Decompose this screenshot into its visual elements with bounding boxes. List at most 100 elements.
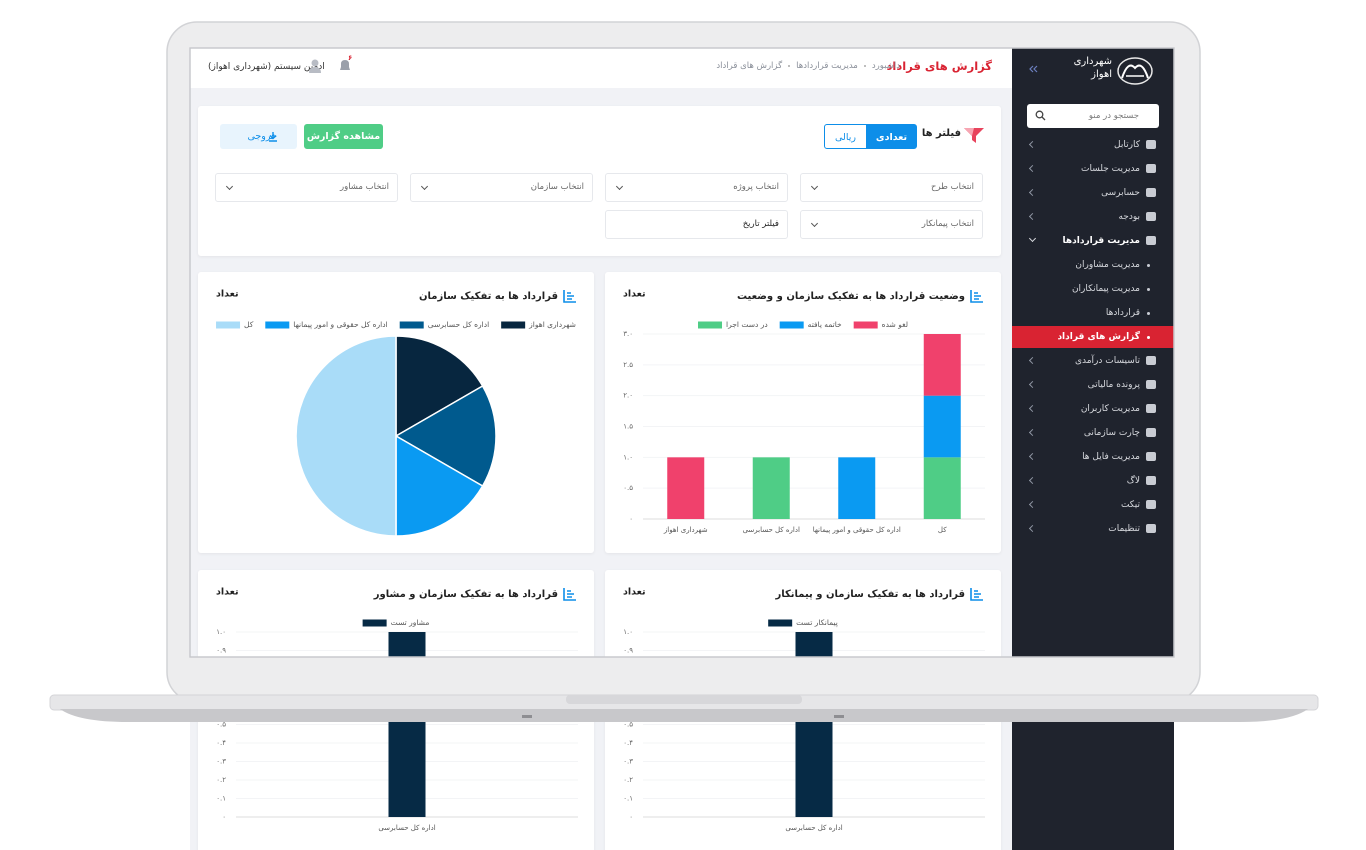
x-tick-label: اداره کل حقوقی و امور پیمانها xyxy=(813,526,901,534)
legend-swatch xyxy=(853,321,878,329)
chart-icon xyxy=(970,290,983,303)
menu-item[interactable]: مدیریت قراردادها xyxy=(1012,230,1174,252)
chart-title: وضعیت قرارداد ها به تفکیک سازمان و وضعیت xyxy=(737,291,965,302)
select-label: انتخاب طرح xyxy=(930,182,974,192)
menu-label: بودجه xyxy=(1118,212,1140,222)
select[interactable]: انتخاب پروژه xyxy=(605,173,788,202)
separator xyxy=(863,65,866,67)
download-icon xyxy=(269,132,277,142)
menu-icon xyxy=(1146,212,1156,221)
chart-icon xyxy=(563,290,576,303)
submenu-item[interactable]: مدیریت مشاوران xyxy=(1012,254,1174,276)
select[interactable]: انتخاب سازمان xyxy=(410,173,593,202)
menu-icon xyxy=(1146,380,1156,389)
menu-label: حسابرسی xyxy=(1101,188,1140,198)
chart-card: وضعیت قرارداد ها به تفکیک سازمان و وضعیت… xyxy=(605,272,1001,553)
menu-item[interactable]: تاسیسات درآمدی xyxy=(1012,350,1174,372)
mode-button[interactable]: تعدادی xyxy=(866,124,917,149)
select[interactable]: انتخاب پیمانکار xyxy=(800,210,983,239)
menu-item[interactable]: کارتابل xyxy=(1012,134,1174,156)
x-tick-label: اداره کل حسابرسی xyxy=(743,526,800,534)
date-filter[interactable]: فیلتر تاریخ xyxy=(605,210,788,239)
select-label: انتخاب مشاور xyxy=(339,182,389,192)
menu-label: مدیریت کاربران xyxy=(1080,404,1140,414)
legend-label: اداره کل حسابرسی xyxy=(428,320,489,329)
menu-item[interactable]: بودجه xyxy=(1012,206,1174,228)
submenu-item[interactable]: قراردادها xyxy=(1012,302,1174,324)
y-tick-label: ۰.۵ xyxy=(623,484,633,492)
brand-name: اهواز xyxy=(1091,69,1112,80)
bar-segment xyxy=(388,632,426,817)
view-report-button[interactable]: مشاهده گزارش xyxy=(304,124,383,149)
legend-swatch xyxy=(399,321,424,329)
legend-label: پیمانکار تست xyxy=(796,618,838,627)
menu-label: چارت سازمانی xyxy=(1083,428,1140,438)
menu-chevron xyxy=(1028,524,1037,533)
top-bar: گزارش های قراداد داشبورد مدیریت قرارداده… xyxy=(190,48,1012,88)
export-button[interactable]: خروجی xyxy=(220,124,297,149)
y-tick-label: ۱.۰ xyxy=(623,453,633,461)
submenu-item[interactable]: گزارش های قراداد xyxy=(1012,326,1174,348)
legend-swatch xyxy=(216,321,241,329)
select-chevron xyxy=(810,182,819,191)
menu-item[interactable]: چارت سازمانی xyxy=(1012,422,1174,444)
legend-swatch xyxy=(698,321,723,329)
menu-item[interactable]: حسابرسی xyxy=(1012,182,1174,204)
submenu-label: مدیریت پیمانکاران xyxy=(1071,284,1140,294)
select-chevron xyxy=(615,182,624,191)
logo xyxy=(1117,57,1153,85)
bar-segment xyxy=(923,334,961,396)
y-tick-label: ۰.۲ xyxy=(216,776,226,784)
y-axis-title: تعداد xyxy=(216,289,239,300)
menu-icon xyxy=(1146,188,1156,197)
submenu-item[interactable]: مدیریت پیمانکاران xyxy=(1012,278,1174,300)
select[interactable]: انتخاب مشاور xyxy=(215,173,398,202)
menu-item[interactable]: تیکت xyxy=(1012,494,1174,516)
menu-item[interactable]: مدیریت کاربران xyxy=(1012,398,1174,420)
menu-label: مدیریت قراردادها xyxy=(1062,236,1141,246)
x-tick-label: اداره کل حسابرسی xyxy=(378,824,435,832)
y-tick-label: ۰ xyxy=(222,813,226,821)
menu-item[interactable]: مدیریت فایل ها xyxy=(1012,446,1174,468)
legend-label: لغو شده xyxy=(882,320,908,329)
select-label: انتخاب پروژه xyxy=(733,182,779,192)
icon-shape xyxy=(563,290,576,303)
y-tick-label: ۰.۹ xyxy=(216,647,226,655)
menu-item[interactable]: لاگ xyxy=(1012,470,1174,492)
chart: قرارداد ها به تفکیک سازمان و پیمانکار تعد… xyxy=(623,587,985,832)
menu-icon xyxy=(1146,140,1156,149)
select[interactable]: انتخاب طرح xyxy=(800,173,983,202)
chart-title: قرارداد ها به تفکیک سازمان xyxy=(419,291,558,302)
y-tick-label: ۰ xyxy=(629,515,633,523)
submenu-label: قراردادها xyxy=(1105,308,1140,318)
menu-item[interactable]: مدیریت جلسات xyxy=(1012,158,1174,180)
menu-label: کارتابل xyxy=(1114,140,1140,150)
menu-search[interactable]: جستجو در منو xyxy=(1027,104,1159,128)
chart-icon xyxy=(563,588,576,601)
chart: وضعیت قرارداد ها به تفکیک سازمان و وضعیت… xyxy=(623,289,985,534)
menu-label: تیکت xyxy=(1120,500,1140,510)
y-tick-label: ۰.۴ xyxy=(216,739,226,747)
menu-icon xyxy=(1146,236,1156,245)
menu-item[interactable]: تنظیمات xyxy=(1012,518,1174,540)
bar-segment xyxy=(838,457,876,519)
legend: شهرداری اهواز اداره کل حسابرسی اداره کل حق… xyxy=(216,320,576,329)
bar-segment xyxy=(667,457,705,519)
y-tick-label: ۲.۵ xyxy=(623,361,633,369)
select-label: انتخاب سازمان xyxy=(530,182,584,192)
filter-icon xyxy=(964,128,984,143)
menu-chevron xyxy=(1028,476,1037,485)
user-avatar[interactable] xyxy=(308,58,322,74)
menu-item[interactable]: پرونده مالیاتی xyxy=(1012,374,1174,396)
menu-icon xyxy=(1146,428,1156,437)
chart: قرارداد ها به تفکیک سازمان و مشاور تعداد ۰… xyxy=(216,587,578,832)
mode-button[interactable]: ریالی xyxy=(824,124,867,149)
breadcrumb-link[interactable]: مدیریت قراردادها xyxy=(796,61,858,71)
breadcrumb: داشبورد مدیریت قراردادها گزارش های قرادا… xyxy=(716,61,900,71)
y-tick-label: ۱.۰ xyxy=(623,628,633,636)
breadcrumb-link[interactable]: داشبورد xyxy=(871,61,900,71)
icon-shape xyxy=(970,588,983,601)
chart: قرارداد ها به تفکیک سازمان تعداد شهرداری ا… xyxy=(216,289,576,537)
collapse-icon[interactable] xyxy=(1028,64,1038,74)
legend-label: شهرداری اهواز xyxy=(528,320,576,329)
